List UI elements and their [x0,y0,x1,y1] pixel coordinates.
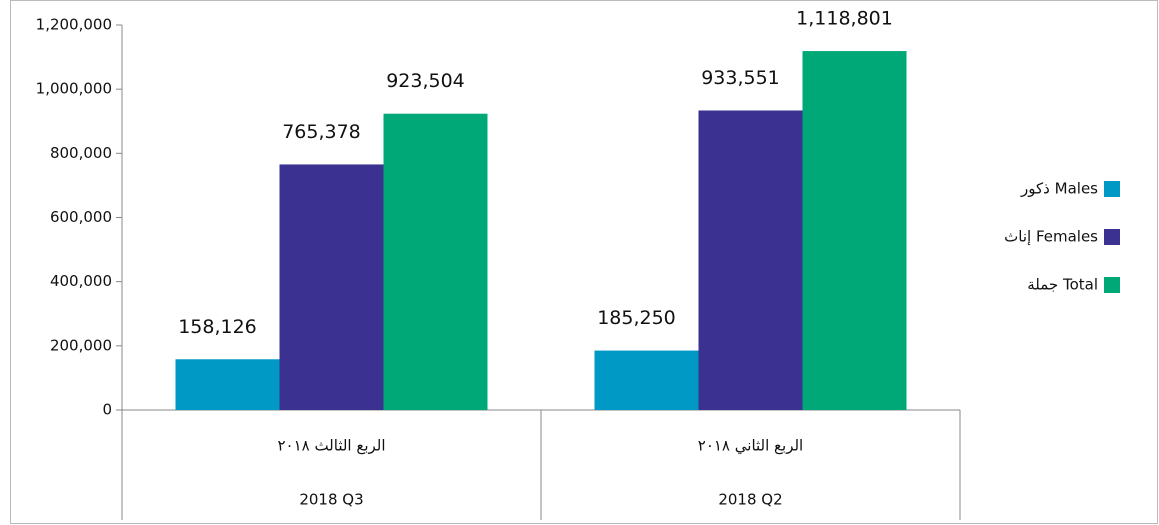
legend-swatch [1104,277,1120,293]
y-tick-label: 1,200,000 [36,16,112,34]
data-label: 158,126 [178,316,257,338]
data-label: 185,250 [597,307,676,329]
frame [10,0,1158,524]
bar [802,51,907,411]
y-tick-label: 600,000 [50,208,112,226]
bar [594,350,699,410]
data-label: 1,118,801 [796,8,893,30]
legend-label: إناث Females [1004,228,1098,246]
legend-swatch [1104,229,1120,245]
bar [175,359,280,410]
y-tick-label: 1,000,000 [36,80,112,98]
x-tick-label: 2018 Q3 [299,491,363,509]
y-tick-label: 0 [102,401,112,419]
y-tick-label: 800,000 [50,144,112,162]
x-tick-label: الربع الثالث ٢٠١٨ [277,437,385,455]
x-tick-label: الربع الثاني ٢٠١٨ [698,437,803,456]
legend-swatch [1104,181,1120,197]
y-tick-label: 400,000 [50,272,112,290]
legend-label: جملة Total [1027,276,1098,294]
bar [698,110,803,410]
y-tick-label: 200,000 [50,336,112,354]
legend-label: ذكور Males [1020,180,1098,198]
bar [383,113,488,410]
bar [279,164,384,410]
data-label: 933,551 [701,67,780,89]
data-label: 765,378 [282,121,361,143]
data-label: 923,504 [386,70,465,92]
x-tick-label: 2018 Q2 [718,491,782,509]
